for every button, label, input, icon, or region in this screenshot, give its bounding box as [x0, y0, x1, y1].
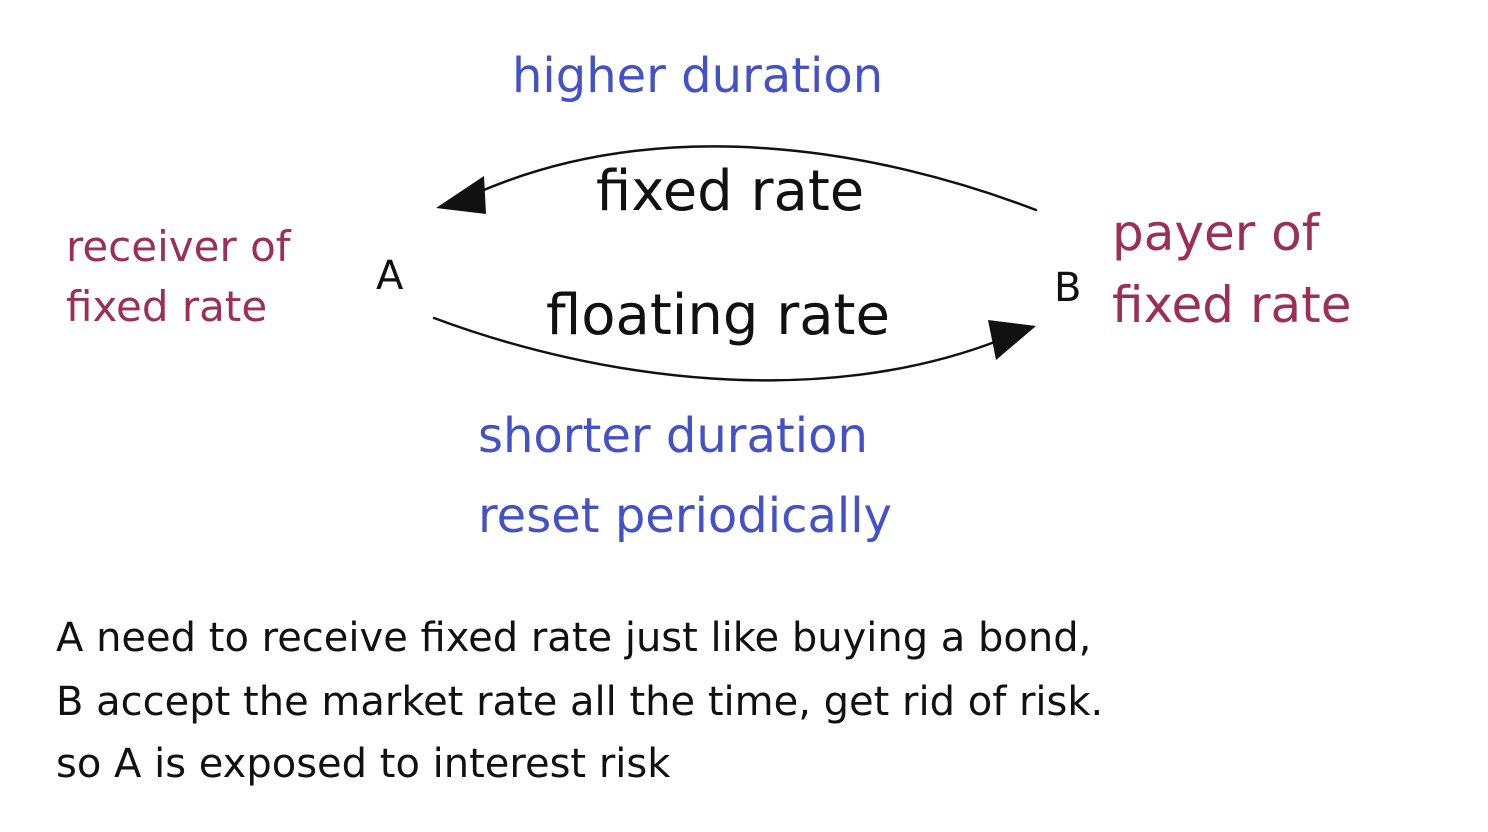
fixed-rate-arrowhead	[436, 176, 486, 214]
reset-periodically-label: reset periodically	[478, 488, 892, 544]
note-line-2: B accept the market rate all the time, g…	[56, 679, 1104, 725]
node-a-label: A	[376, 253, 404, 299]
node-b-role-line2: fixed rate	[1112, 276, 1352, 334]
floating-rate-arrow-label: floating rate	[546, 283, 890, 348]
fixed-rate-arrow-line	[468, 145, 1038, 212]
fixed-rate-arrow-label: fixed rate	[596, 159, 865, 224]
floating-rate-arrowhead	[988, 320, 1036, 360]
note-line-3: so A is exposed to interest risk	[56, 741, 671, 787]
higher-duration-label: higher duration	[512, 48, 884, 104]
node-a-role-line1: receiver of	[66, 222, 291, 271]
note-line-1: A need to receive fixed rate just like b…	[56, 615, 1092, 661]
shorter-duration-label: shorter duration	[478, 408, 868, 464]
node-a-role-line2: fixed rate	[66, 282, 268, 331]
floating-rate-arrow-line	[432, 316, 1002, 382]
node-b-label: B	[1054, 265, 1082, 311]
node-b-role-line1: payer of	[1112, 204, 1320, 262]
